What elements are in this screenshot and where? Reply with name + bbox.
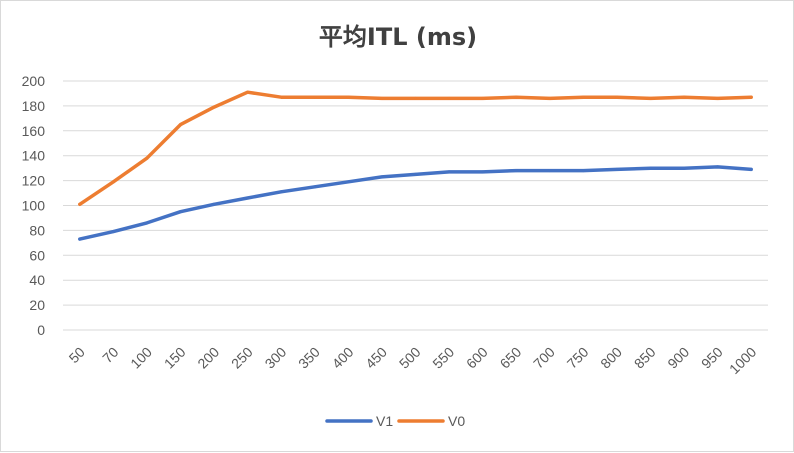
series-line-v0 [78, 90, 753, 207]
data-point-v0 [313, 95, 317, 99]
data-point-v1 [179, 210, 182, 214]
data-point-v1 [649, 166, 652, 170]
x-tick-label: 800 [597, 344, 625, 372]
data-point-v0 [749, 95, 753, 99]
y-tick-label: 0 [37, 322, 45, 338]
data-point-v1 [481, 170, 485, 174]
data-point-v1 [447, 170, 451, 174]
x-tick-label: 350 [295, 344, 323, 372]
chart-title: 平均ITL (ms) [319, 23, 477, 51]
data-point-v0 [279, 95, 283, 99]
data-point-v0 [212, 105, 216, 109]
x-tick-label: 550 [429, 344, 457, 372]
data-point-v0 [78, 202, 82, 206]
y-tick-label: 40 [29, 272, 45, 288]
x-tick-label: 950 [698, 344, 726, 372]
data-point-v1 [716, 165, 720, 169]
data-point-v0 [548, 96, 552, 100]
data-point-v0 [447, 96, 451, 100]
data-point-v0 [615, 95, 619, 99]
y-tick-label: 20 [29, 297, 45, 313]
data-point-v1 [246, 196, 250, 200]
y-tick-label: 180 [22, 98, 46, 114]
data-point-v1 [279, 190, 283, 194]
x-tick-label: 70 [99, 344, 121, 366]
y-tick-label: 200 [22, 73, 46, 89]
x-tick-label: 900 [664, 344, 692, 372]
data-point-v1 [548, 169, 552, 173]
data-point-v0 [246, 90, 250, 94]
y-tick-label: 160 [22, 123, 46, 139]
x-tick-label: 500 [396, 344, 424, 372]
gridlines [63, 80, 768, 331]
data-point-v1 [145, 221, 149, 225]
data-point-v0 [716, 96, 720, 100]
x-tick-label: 650 [497, 344, 525, 372]
data-point-v1 [380, 175, 384, 179]
legend-item-v1: V1 [325, 413, 393, 429]
data-point-v0 [649, 96, 652, 100]
x-axis: 50 70 100 150 200 250 300 350 400 450 500 550 600 650… [66, 344, 760, 377]
x-tick-label: 450 [362, 344, 390, 372]
legend-label: V1 [376, 413, 393, 429]
data-point-v1 [111, 230, 115, 234]
data-point-v0 [346, 95, 350, 99]
x-tick-label: 300 [262, 344, 290, 372]
x-tick-label: 100 [127, 344, 155, 372]
data-point-v0 [414, 96, 417, 100]
y-tick-label: 120 [22, 173, 46, 189]
data-point-v1 [682, 166, 686, 170]
data-point-v1 [313, 185, 317, 189]
data-point-v1 [615, 167, 619, 171]
x-tick-label: 50 [66, 344, 88, 366]
data-point-v1 [212, 202, 216, 206]
y-tick-label: 80 [29, 222, 45, 238]
data-point-v0 [481, 96, 485, 100]
x-tick-label: 850 [631, 344, 659, 372]
data-point-v1 [749, 167, 753, 171]
x-tick-label: 1000 [726, 344, 759, 377]
data-point-v0 [145, 156, 149, 160]
x-tick-label: 250 [228, 344, 256, 372]
data-point-v0 [179, 123, 182, 127]
x-tick-label: 150 [161, 344, 189, 372]
y-tick-label: 100 [22, 198, 46, 214]
data-point-v0 [581, 95, 585, 99]
data-point-v1 [78, 237, 82, 241]
data-point-v0 [682, 95, 686, 99]
data-point-v0 [514, 95, 518, 99]
legend-item-v0: V0 [397, 413, 465, 429]
data-point-v0 [380, 96, 384, 100]
data-point-v1 [414, 172, 417, 176]
data-point-v1 [346, 180, 350, 184]
x-tick-label: 700 [530, 344, 558, 372]
data-point-v1 [581, 169, 585, 173]
legend: V1 V0 [325, 413, 465, 429]
series-line-v1 [78, 165, 753, 241]
series-lines [78, 90, 753, 241]
legend-label: V0 [448, 413, 465, 429]
y-tick-label: 140 [22, 148, 46, 164]
data-point-v1 [514, 169, 518, 173]
y-axis: 0 20 40 60 80 100 120 140 160 180 200 [22, 73, 46, 338]
y-tick-label: 60 [29, 247, 45, 263]
x-tick-label: 750 [564, 344, 592, 372]
data-point-v0 [111, 180, 115, 184]
x-tick-label: 600 [463, 344, 491, 372]
x-tick-label: 200 [194, 344, 222, 372]
x-tick-label: 400 [329, 344, 357, 372]
